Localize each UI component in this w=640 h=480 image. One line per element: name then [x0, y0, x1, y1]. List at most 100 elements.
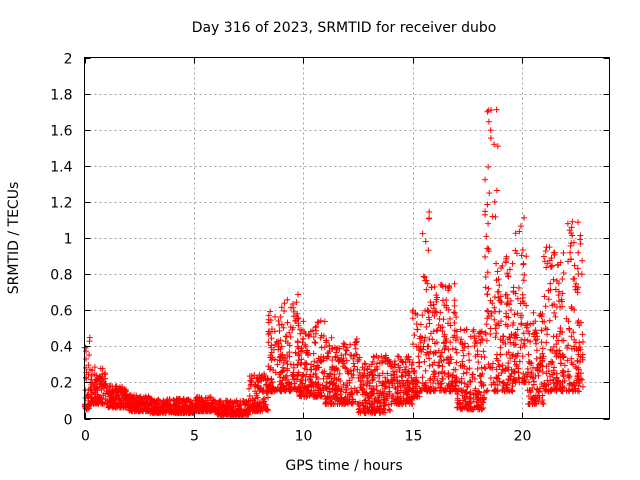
data-point [142, 408, 149, 415]
data-point [482, 365, 489, 372]
data-point [88, 376, 95, 383]
y-tick-label: 0.4 [50, 340, 72, 356]
data-point [104, 397, 111, 404]
data-point [475, 359, 482, 366]
data-point [347, 341, 354, 348]
data-point [437, 353, 444, 360]
data-point [126, 406, 133, 413]
data-point [102, 370, 109, 377]
data-point [284, 319, 291, 326]
data-point [566, 325, 573, 332]
data-point [487, 374, 494, 381]
data-point [447, 339, 454, 346]
data-point [419, 312, 426, 319]
data-point [508, 306, 515, 313]
data-point [564, 344, 571, 351]
data-point [321, 318, 328, 325]
data-point [484, 245, 491, 252]
data-point [579, 257, 586, 264]
data-point [560, 369, 567, 376]
data-point [482, 253, 489, 260]
data-point [524, 365, 531, 372]
data-point [113, 387, 120, 394]
data-point [155, 407, 162, 414]
data-point [548, 263, 555, 270]
data-point [82, 356, 89, 363]
data-point [544, 331, 551, 338]
data-point [385, 406, 392, 413]
y-tick-label: 1.6 [50, 124, 72, 140]
data-point [509, 260, 516, 267]
data-point [425, 247, 432, 254]
data-point [567, 242, 574, 249]
data-point [445, 284, 452, 291]
data-point [483, 233, 490, 240]
data-point [491, 294, 498, 301]
data-point [82, 387, 89, 394]
data-point [91, 371, 98, 378]
data-point [318, 344, 325, 351]
data-point [307, 366, 314, 373]
data-points [81, 106, 587, 418]
data-point [310, 350, 317, 357]
data-point [133, 407, 140, 414]
data-point [577, 236, 584, 243]
data-point [482, 329, 489, 336]
data-point [108, 392, 115, 399]
data-point [85, 405, 92, 412]
data-point [451, 280, 458, 287]
data-point [85, 362, 92, 369]
data-point [246, 392, 253, 399]
data-point [109, 383, 116, 390]
data-point [482, 208, 489, 215]
data-point [452, 346, 459, 353]
data-point [550, 276, 557, 283]
data-point [91, 364, 98, 371]
data-point [88, 400, 95, 407]
data-point [519, 353, 526, 360]
data-point [311, 358, 318, 365]
data-point [276, 322, 283, 329]
data-point [140, 394, 147, 401]
data-point [119, 390, 126, 397]
data-point [520, 260, 527, 267]
x-axis-label: GPS time / hours [285, 458, 402, 474]
data-point [568, 303, 575, 310]
data-point [104, 384, 111, 391]
data-point [553, 370, 560, 377]
data-point [116, 403, 123, 410]
data-point [496, 308, 503, 315]
data-point [453, 349, 460, 356]
data-point [493, 106, 500, 113]
data-point [134, 397, 141, 404]
data-point [129, 393, 136, 400]
data-point [284, 296, 291, 303]
y-tick-label: 0.6 [50, 304, 72, 320]
data-point [497, 351, 504, 358]
data-point [494, 268, 501, 275]
data-point [486, 363, 493, 370]
data-point [482, 176, 489, 183]
data-point [493, 187, 500, 194]
data-point [100, 392, 107, 399]
data-point [512, 247, 519, 254]
y-tick-label: 1 [64, 232, 73, 248]
data-point [419, 374, 426, 381]
data-point [299, 372, 306, 379]
data-point [105, 404, 112, 411]
data-point [577, 240, 584, 247]
data-point [504, 270, 511, 277]
y-tick-label: 1.8 [50, 88, 72, 104]
data-point [88, 381, 95, 388]
data-point [99, 365, 106, 372]
data-point [426, 355, 433, 362]
data-point [294, 338, 301, 345]
data-point [511, 311, 518, 318]
data-point [465, 343, 472, 350]
data-point [546, 317, 553, 324]
data-point [482, 331, 489, 338]
data-point [94, 391, 101, 398]
data-point [451, 310, 458, 317]
data-point [333, 349, 340, 356]
data-point [482, 284, 489, 291]
